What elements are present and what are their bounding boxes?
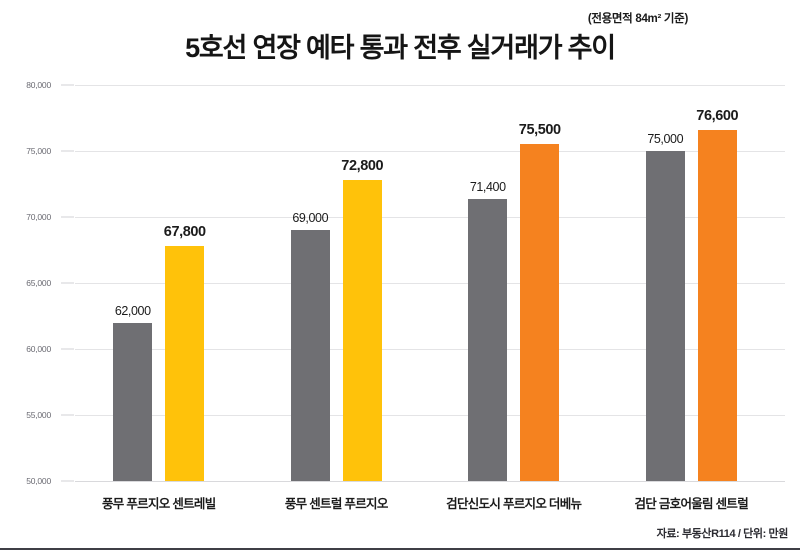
gridline: [75, 349, 785, 350]
bar-value-label: 76,600: [696, 107, 739, 124]
chart-subtitle: (전용면적 84m² 기준): [587, 13, 688, 25]
y-axis-tick-mark: [61, 84, 74, 86]
bar-fill: [290, 230, 330, 481]
gridline: [75, 85, 785, 86]
bar-fill: [645, 151, 685, 481]
bar-after: 75,500: [518, 85, 561, 481]
x-axis-category-label: 검단 금호어울림 센트럴: [634, 497, 749, 511]
x-axis-category-label: 풍무 센트럴 푸르지오: [284, 497, 388, 511]
gridline: [75, 283, 785, 284]
bar-before: 75,000: [645, 85, 685, 481]
bar-fill: [113, 322, 153, 481]
y-axis-tick-label: 55,000: [26, 410, 51, 420]
bar-value-label: 71,400: [469, 179, 506, 194]
gridline: [75, 415, 785, 416]
bar-value-label: 75,500: [518, 122, 561, 139]
bar-value-label: 69,000: [292, 211, 329, 226]
y-axis-tick-label: 70,000: [26, 212, 51, 222]
source-note: 자료: 부동산R114 / 단위: 만원: [656, 528, 789, 540]
gridline: [75, 481, 785, 482]
bar-after: 72,800: [341, 85, 384, 481]
bar-fill: [468, 198, 508, 481]
bar-after: 67,800: [163, 85, 206, 481]
bar-before: 69,000: [290, 85, 330, 481]
y-axis-tick-mark: [61, 150, 74, 152]
y-axis-tick-mark: [61, 348, 74, 350]
y-axis-tick-label: 60,000: [26, 344, 51, 354]
footer-divider: [0, 548, 800, 550]
bar-fill: [697, 129, 737, 481]
x-axis-category-label: 검단신도시 푸르지오 더베뉴: [446, 497, 582, 511]
bar-value-label: 75,000: [647, 132, 684, 146]
y-axis-tick-mark: [61, 216, 74, 218]
bar-fill: [520, 144, 560, 481]
gridline: [75, 217, 785, 218]
y-axis-tick-mark: [61, 480, 74, 482]
y-axis-tick-mark: [61, 414, 74, 416]
bar-value-label: 67,800: [163, 224, 206, 241]
bar-before: 71,400: [468, 85, 508, 481]
bar-after: 76,600: [696, 85, 739, 481]
bar-fill: [165, 246, 205, 481]
y-axis-tick-label: 75,000: [26, 146, 51, 156]
bar-value-label: 62,000: [114, 303, 151, 318]
plot-area: 50,000 55,000 60,000 65,000 70,000 75,000 80,0…: [26, 80, 785, 486]
bar-value-label: 72,800: [341, 158, 384, 175]
gridline: [75, 151, 785, 152]
chart-title: 5호선 연장 예타 통과 전후 실거래가 추이: [185, 33, 616, 63]
y-axis-tick-label: 65,000: [26, 278, 51, 288]
y-axis-tick-label: 50,000: [26, 476, 51, 486]
y-axis-tick-label: 80,000: [26, 80, 51, 90]
bar-fill: [342, 180, 382, 481]
x-axis-category-label: 풍무 푸르지오 센트레빌: [101, 497, 216, 511]
bar-before: 62,000: [113, 85, 153, 481]
y-axis-tick-mark: [61, 282, 74, 284]
